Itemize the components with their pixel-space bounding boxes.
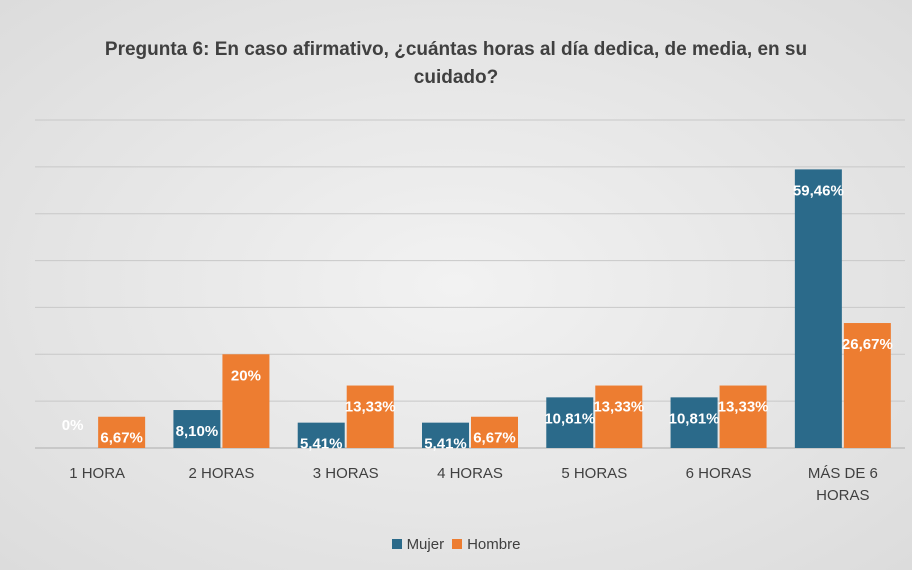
bar	[670, 397, 718, 448]
bar	[422, 422, 469, 448]
bar	[546, 397, 594, 448]
legend-item: Hombre	[452, 536, 520, 553]
bar	[173, 410, 221, 448]
data-label: 5,41%	[424, 436, 467, 453]
data-label: 26,67%	[842, 336, 893, 353]
bar	[719, 385, 767, 448]
bar	[843, 323, 891, 448]
bar	[297, 422, 345, 448]
data-label: 13,33%	[345, 399, 396, 416]
data-label: 8,10%	[176, 423, 219, 440]
chart-title: Pregunta 6: En caso afirmativo, ¿cuántas…	[104, 39, 808, 88]
legend-swatch	[391, 539, 402, 549]
data-label: 13,33%	[718, 399, 769, 416]
data-label: 59,46%	[793, 182, 844, 199]
data-label: 6,67%	[100, 430, 143, 447]
data-label: 10,81%	[669, 410, 720, 427]
data-label: 5,41%	[300, 436, 343, 453]
x-tick-label: 1 HORA	[69, 465, 126, 482]
bar	[222, 354, 270, 448]
legend-swatch	[452, 539, 463, 549]
x-tick-label: MÁS DE 6 HORAS	[807, 465, 878, 504]
data-label: 10,81%	[544, 410, 595, 427]
x-tick-label: 5 HORAS	[561, 465, 628, 482]
legend: Mujer Hombre	[0, 536, 912, 553]
data-label: 20%	[231, 367, 261, 384]
legend-label: Hombre	[467, 536, 521, 553]
bar	[471, 416, 518, 448]
legend-label: Mujer	[406, 536, 445, 553]
data-label: 13,33%	[593, 399, 644, 416]
bar	[98, 416, 146, 448]
legend-item: Mujer	[391, 536, 445, 553]
data-label: 0%	[62, 417, 84, 434]
x-tick-label: 2 HORAS	[188, 465, 255, 482]
x-tick-label: 3 HORAS	[312, 465, 379, 482]
data-label: 6,67%	[473, 430, 516, 447]
bar	[794, 169, 842, 448]
bar	[595, 385, 643, 448]
x-tick-label: 6 HORAS	[685, 465, 752, 482]
x-tick-label: 4 HORAS	[437, 465, 503, 482]
bar	[346, 385, 394, 448]
